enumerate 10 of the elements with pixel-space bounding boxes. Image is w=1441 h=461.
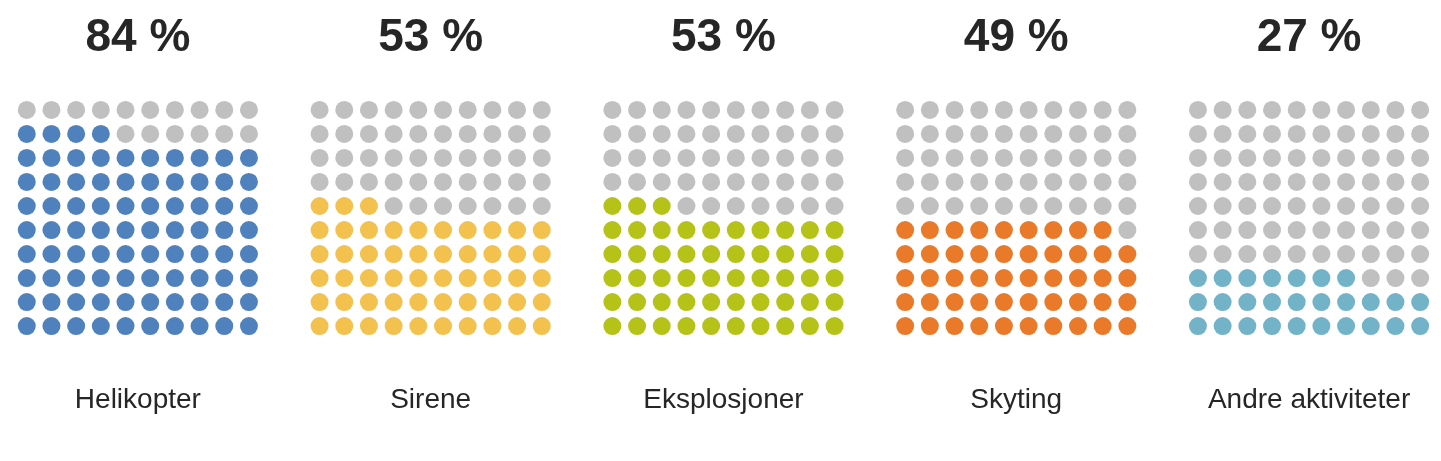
category-label: Sirene <box>390 382 472 414</box>
data-label: 53 % <box>671 8 776 61</box>
data-label: 53 % <box>378 8 484 61</box>
data-label: 84 % <box>85 8 191 61</box>
data-label: 49 % <box>963 8 1069 61</box>
category-label: Helikopter <box>74 382 201 414</box>
data-label: 27 % <box>1256 8 1362 61</box>
category-label: Andre aktiviteter <box>1207 382 1411 414</box>
category-label: Skyting <box>970 382 1063 414</box>
category-label: Eksplosjoner <box>643 382 804 414</box>
